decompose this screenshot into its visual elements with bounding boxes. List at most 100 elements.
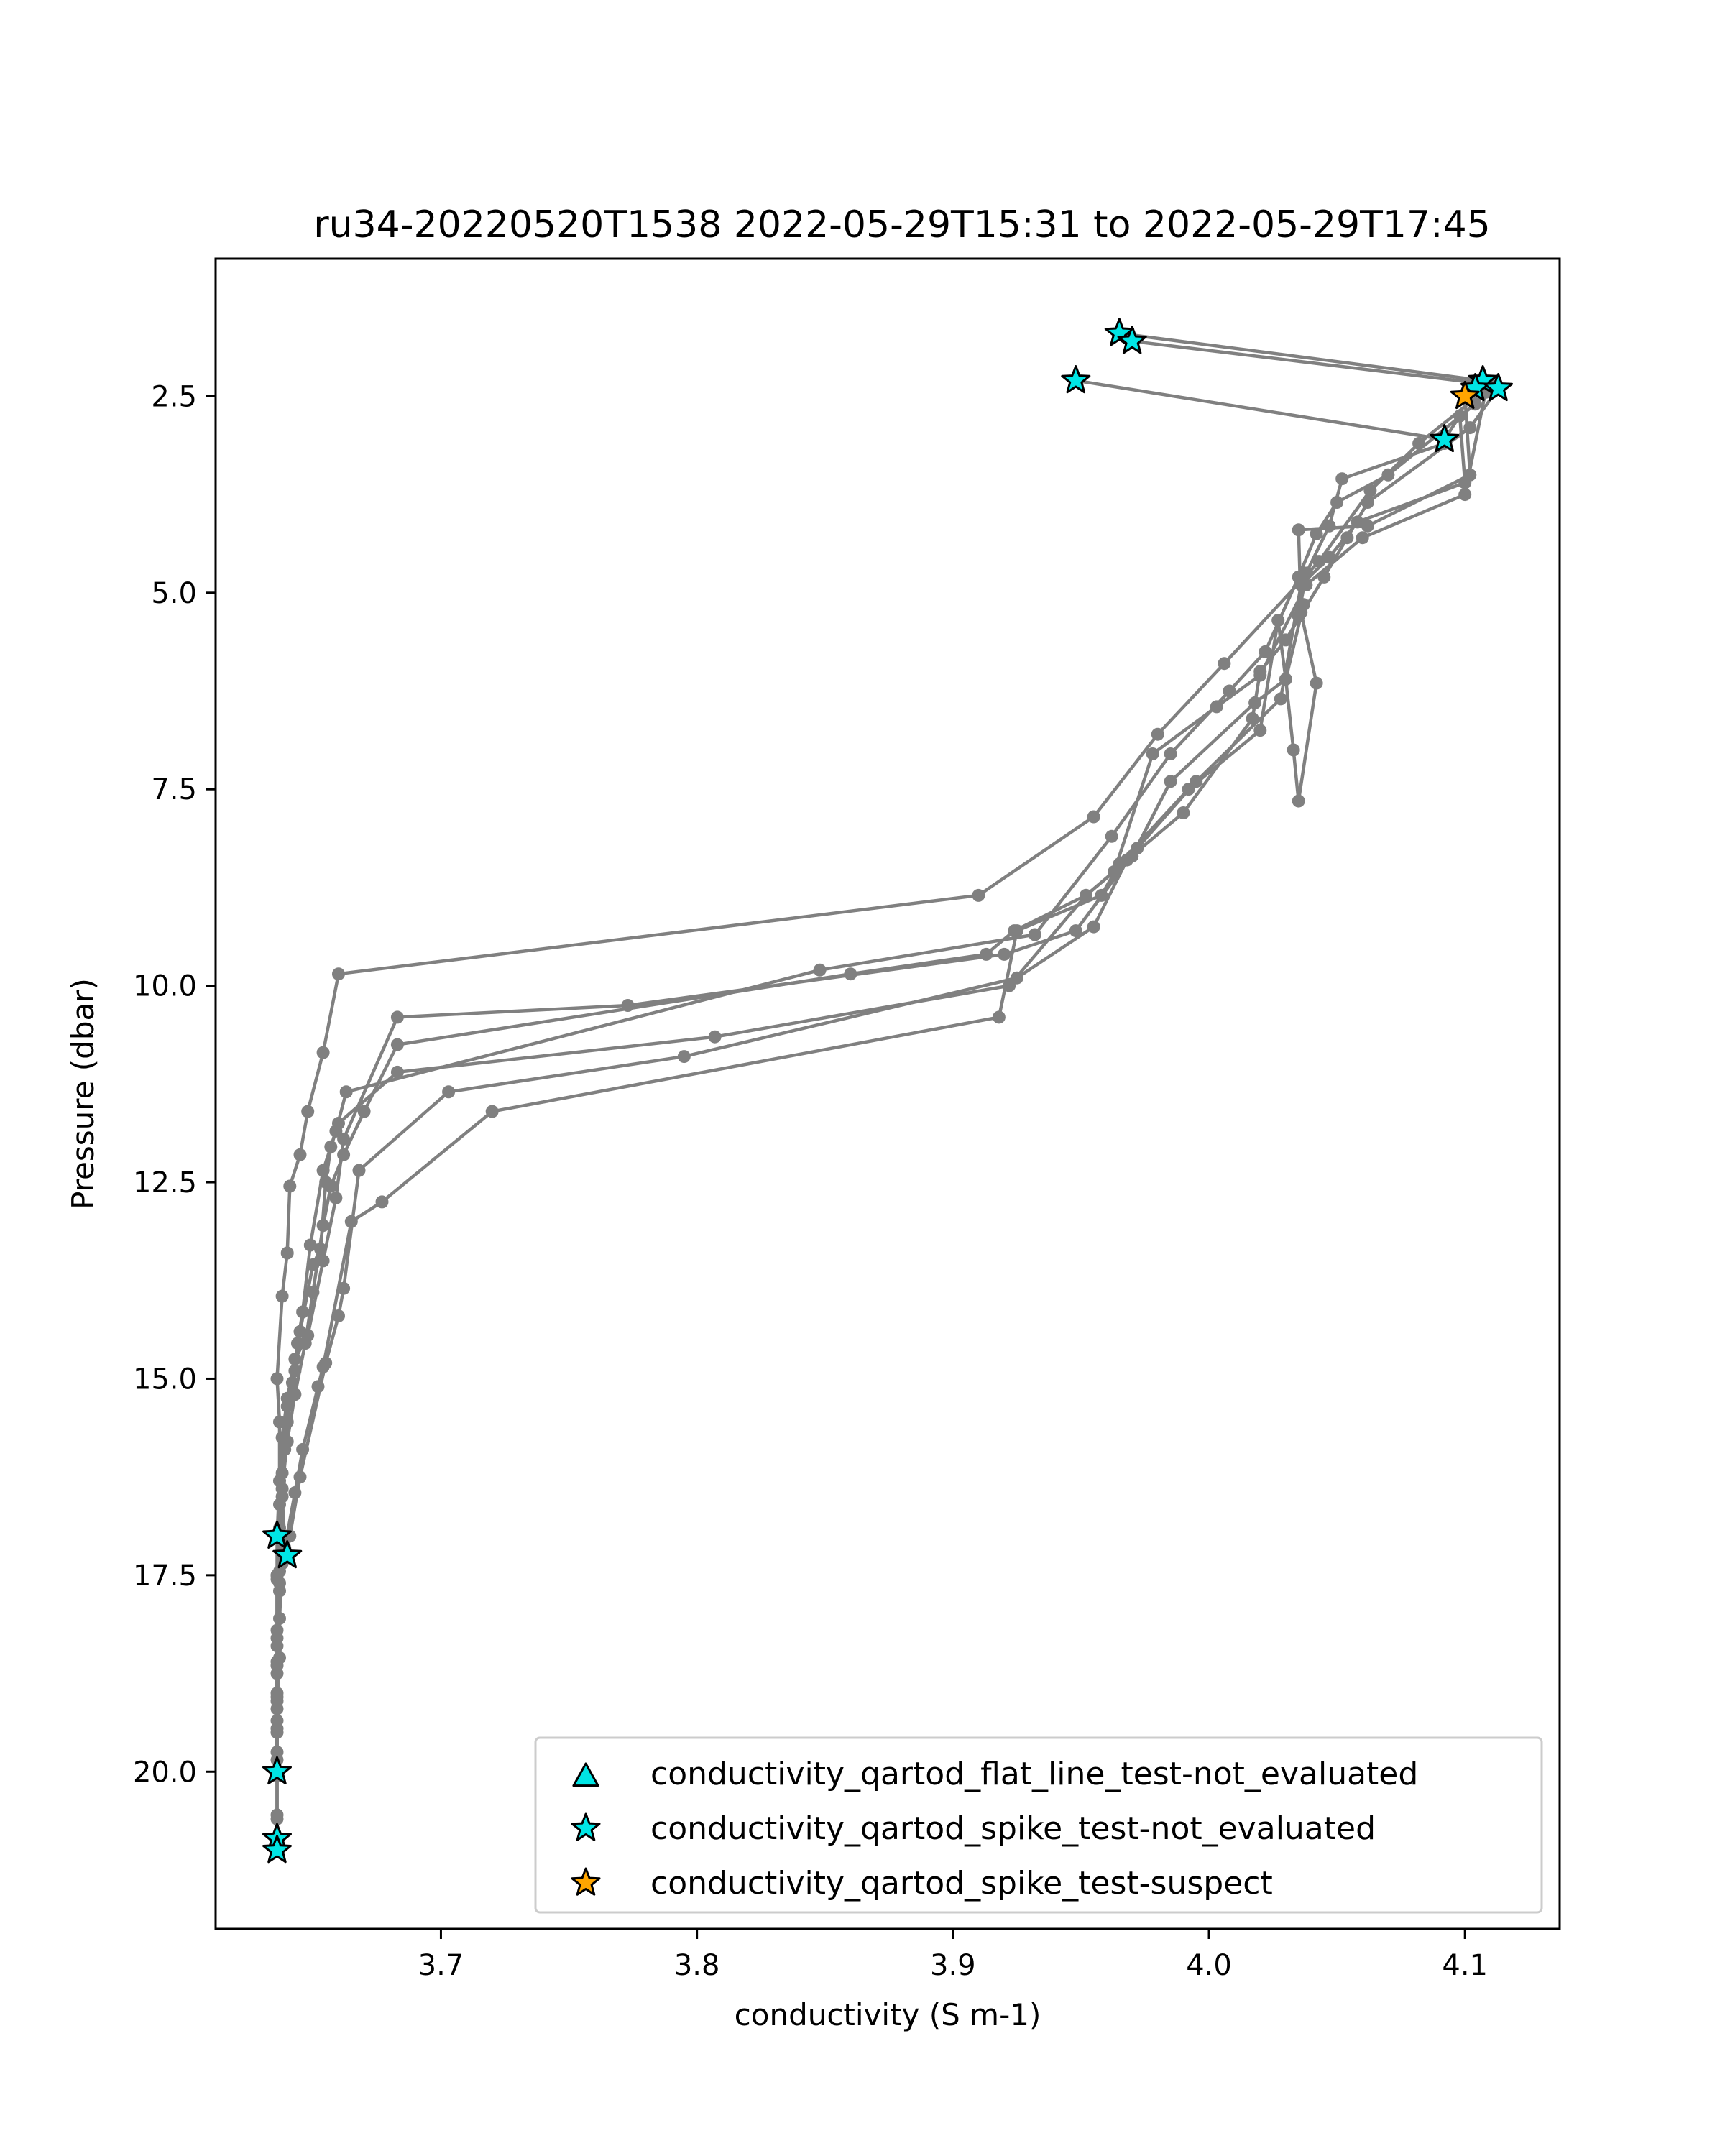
data-point [332,967,345,981]
legend-star-icon [571,1812,601,1841]
data-point [813,963,827,977]
data-point [316,1360,330,1373]
data-point [1335,472,1349,486]
data-point [972,888,985,902]
flag-star-marker [1450,380,1480,410]
data-point [280,1246,294,1260]
data-point [270,1572,284,1586]
data-point [1105,829,1118,843]
data-point [1292,609,1305,623]
data-point [352,1164,366,1177]
data-point [301,1105,315,1118]
data-point [375,1195,389,1209]
data-point [1069,924,1082,938]
data-point [390,1065,404,1079]
data-point [1095,888,1108,902]
data-point [1274,692,1287,706]
y-tick-label: 5.0 [151,577,197,610]
data-point [296,1442,310,1456]
data-point [1218,657,1231,671]
data-point [270,1372,284,1386]
data-point [1246,711,1259,725]
y-tick-label: 10.0 [133,970,197,1003]
data-point [283,1179,297,1193]
data-point [275,1289,289,1303]
y-axis-label: Pressure (dbar) [65,978,101,1210]
data-point [1381,468,1395,482]
data-point [485,1105,499,1118]
x-tick-label: 3.8 [674,1949,720,1982]
data-point [1028,928,1041,941]
data-point [1248,696,1262,709]
data-point [390,1010,404,1024]
data-point [337,1132,351,1146]
data-point [1340,531,1354,545]
flag-star-marker [262,1520,292,1549]
data-point [311,1380,325,1393]
data-point [442,1085,456,1099]
legend: conductivity_qartod_flat_line_test-not_e… [534,1736,1543,1914]
data-point [1322,519,1336,533]
flag-star-marker [1430,424,1460,453]
data-point [844,967,857,981]
flag-star-marker [1104,318,1134,346]
data-point [273,1584,286,1598]
data-point [1210,700,1223,714]
data-point [1164,747,1177,760]
flag-star-marker [262,1835,292,1864]
data-point [992,1010,1006,1024]
data-point [316,1254,330,1268]
data-point [332,1117,345,1130]
data-point [275,1482,289,1496]
flag-star-marker [1117,326,1147,354]
plot-frame [214,257,1561,1930]
data-point [288,1486,302,1499]
x-axis: 3.7 3.8 3.9 4.0 4.1 [418,1929,1488,1982]
data-point [1361,519,1374,533]
data-point [1271,614,1285,627]
data-point [316,1219,330,1233]
data-point [1300,566,1313,580]
data-point [1297,598,1310,612]
data-point [1164,775,1177,788]
y-tick-label: 15.0 [133,1363,197,1396]
flag-star-marker [1061,365,1091,394]
data-point [1087,920,1100,934]
data-point [998,947,1011,961]
x-tick-label: 4.1 [1442,1949,1488,1982]
data-point [280,1434,294,1448]
data-point [288,1388,302,1401]
y-tick-label: 17.5 [133,1560,197,1593]
data-point [306,1286,320,1299]
x-tick-label: 4.0 [1186,1949,1232,1982]
data-point [1008,924,1021,938]
data-point [1254,665,1267,678]
data-point [1356,531,1369,545]
legend-triangle-icon [572,1762,599,1787]
data-point [1113,857,1126,871]
data-point [293,1148,307,1161]
data-point [1310,676,1323,690]
x-tick-label: 3.9 [930,1949,976,1982]
y-tick-label: 20.0 [133,1756,197,1789]
data-point [296,1305,310,1319]
data-point [339,1085,353,1099]
y-tick-label: 12.5 [133,1166,197,1199]
data-point [1080,888,1092,902]
data-point [344,1215,358,1228]
x-tick-label: 3.7 [418,1949,464,1982]
data-point [357,1105,371,1118]
x-axis-label: conductivity (S m-1) [735,1997,1041,2032]
data-point [1010,971,1024,985]
data-point [316,1046,330,1059]
legend-star-icon [571,1867,601,1896]
data-point [1279,673,1292,686]
y-tick-label: 7.5 [151,773,197,806]
data-point [708,1030,722,1044]
chart-title: ru34-20220520T1538 2022-05-29T15:31 to 2… [313,203,1490,247]
data-point [316,1164,330,1177]
flag-star-marker [1484,373,1513,402]
data-point [1292,523,1305,537]
legend-label: conductivity_qartod_flat_line_test-not_e… [650,1756,1418,1792]
data-point [390,1038,404,1051]
